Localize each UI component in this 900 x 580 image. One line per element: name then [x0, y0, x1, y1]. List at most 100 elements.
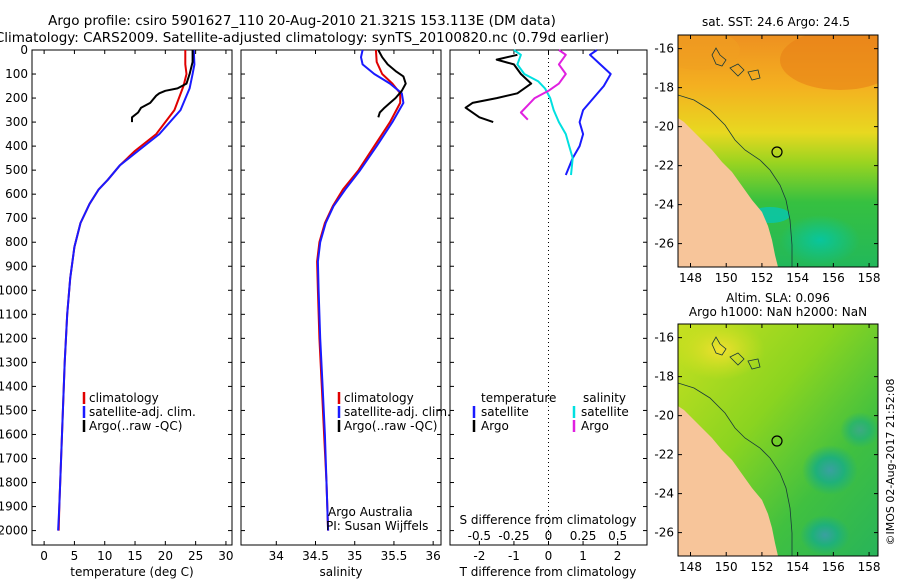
sst-land	[678, 118, 778, 267]
salinity-legend: climatology satellite-adj. clim. Argo(..…	[337, 391, 451, 433]
x-tick-label: -2	[473, 549, 485, 563]
depth-tick-label: 1600	[0, 427, 28, 441]
x-tick-label: 35	[347, 549, 362, 563]
sst-map-x-axis: 148 150 152 154 156 158	[679, 35, 881, 285]
x-tick-label: 0	[40, 549, 48, 563]
temperature-legend: climatology satellite-adj. clim. Argo(..…	[82, 391, 196, 433]
legend-climatology-label: climatology	[344, 391, 414, 405]
depth-tick-label: 400	[5, 139, 28, 153]
difference-x-axis: -2 -1 0 1 2	[473, 50, 621, 563]
depth-tick-label: 600	[5, 187, 28, 201]
x-tick-label: 1	[579, 549, 587, 563]
legend-s-argo-label: Argo	[581, 419, 609, 433]
s-diff-tick-label: 0.5	[608, 529, 627, 543]
pi-credit: PI: Susan Wijffels	[326, 519, 428, 533]
sla-map-image	[678, 324, 878, 556]
legend-t-satellite-label: satellite	[481, 405, 529, 419]
series-line-argo-raw-qc	[131, 50, 194, 123]
depth-tick-label: 2000	[0, 524, 28, 538]
map-y-tick-label: -20	[654, 120, 674, 134]
map-y-tick-label: -20	[654, 409, 674, 423]
sst-coastline	[678, 94, 793, 267]
sla-map-x-axis: 148 150 152 154 156 158	[679, 324, 881, 574]
x-tick-label: 20	[158, 549, 173, 563]
x-tick-label: 34	[269, 549, 284, 563]
map-x-tick-label: 158	[858, 271, 881, 285]
map-x-tick-label: 156	[822, 560, 845, 574]
sla-map-panel: Altim. SLA: 0.096 Argo h1000: NaN h2000:…	[654, 291, 880, 574]
salinity-axes-box	[240, 49, 442, 546]
sla-map-title-line1: Altim. SLA: 0.096	[726, 291, 830, 305]
t-difference-xlabel: T difference from climatology	[459, 565, 637, 579]
legend-s-satellite-label: satellite	[581, 405, 629, 419]
sst-map-frame	[677, 34, 879, 268]
depth-tick-label: 800	[5, 235, 28, 249]
map-y-tick-label: -18	[654, 370, 674, 384]
depth-tick-label: 1100	[0, 307, 28, 321]
x-tick-label: 30	[218, 549, 233, 563]
x-tick-label: -1	[508, 549, 520, 563]
temperature-panel: 0100200300400500600700800900100011001200…	[0, 43, 234, 579]
map-y-tick-label: -26	[654, 237, 674, 251]
temperature-lines	[57, 49, 196, 531]
temperature-x-axis: 0 5 10 15 20 25 30	[40, 50, 234, 563]
x-tick-label: 10	[97, 549, 112, 563]
temperature-axes-box	[31, 49, 233, 546]
sst-map-title: sat. SST: 24.6 Argo: 24.5	[702, 15, 850, 29]
argo-float-location-icon	[771, 146, 783, 158]
map-y-tick-label: -18	[654, 81, 674, 95]
series-line-s-satellite	[513, 49, 574, 176]
depth-tick-label: 1000	[0, 283, 28, 297]
argo-australia-credit: Argo Australia	[328, 505, 413, 519]
difference-lines	[464, 49, 612, 176]
x-tick-label: 2	[614, 549, 622, 563]
legend-climatology-label: climatology	[89, 391, 159, 405]
sst-reef-outline	[711, 47, 761, 81]
x-tick-label: 34.5	[302, 549, 329, 563]
s-diff-tick-label: -0.5	[468, 529, 491, 543]
sst-map-image	[678, 35, 878, 267]
salinity-x-axis: 34 34.5 35 35.5 36	[269, 50, 441, 563]
legend-argo-label: Argo(..raw -QC)	[89, 419, 182, 433]
map-y-tick-label: -22	[654, 448, 674, 462]
series-line-satellite-adj-clim	[57, 49, 196, 531]
depth-tick-label: 1900	[0, 500, 28, 514]
series-line-satellite-adj-clim	[316, 49, 405, 531]
x-tick-label: 0	[545, 549, 553, 563]
series-line-climatology	[57, 50, 188, 531]
map-y-tick-label: -24	[654, 198, 674, 212]
x-tick-label: 5	[71, 549, 79, 563]
sst-map-y-axis: -16 -18 -20 -22 -24 -26	[654, 42, 878, 251]
map-y-tick-label: -26	[654, 526, 674, 540]
series-line-t-argo	[464, 53, 533, 124]
legend-satellite-label: satellite-adj. clim.	[89, 405, 196, 419]
legend-argo-label: Argo(..raw -QC)	[344, 419, 437, 433]
map-x-tick-label: 158	[858, 560, 881, 574]
map-y-tick-label: -16	[654, 42, 674, 56]
map-x-tick-label: 148	[679, 271, 702, 285]
x-tick-label: 15	[127, 549, 142, 563]
legend-title-salinity: salinity	[583, 391, 626, 405]
map-x-tick-label: 150	[715, 560, 738, 574]
map-x-tick-label: 154	[786, 271, 809, 285]
map-x-tick-label: 156	[822, 271, 845, 285]
sst-map-panel: sat. SST: 24.6 Argo: 24.5 148 150 152 154 15…	[654, 15, 881, 285]
sla-coastline	[678, 382, 793, 556]
x-tick-label: 35.5	[381, 549, 408, 563]
series-line-t-satellite	[564, 49, 612, 176]
depth-tick-label: 1700	[0, 451, 28, 465]
series-line-climatology	[316, 49, 402, 531]
map-x-tick-label: 152	[750, 271, 773, 285]
temperature-xlabel: temperature (deg C)	[70, 565, 193, 579]
map-x-tick-label: 154	[786, 560, 809, 574]
figure-title-line2: Climatology: CARS2009. Satellite-adjuste…	[0, 30, 609, 46]
sla-map-y-axis: -16 -18 -20 -22 -24 -26	[654, 331, 878, 540]
map-y-tick-label: -24	[654, 487, 674, 501]
s-diff-tick-label: 0.25	[570, 529, 597, 543]
depth-tick-label: 300	[5, 115, 28, 129]
difference-legend: temperature satellite Argo salinity sate…	[472, 391, 629, 433]
s-diff-tick-label: -0.25	[498, 529, 529, 543]
depth-tick-label: 1800	[0, 476, 28, 490]
x-tick-label: 36	[426, 549, 441, 563]
